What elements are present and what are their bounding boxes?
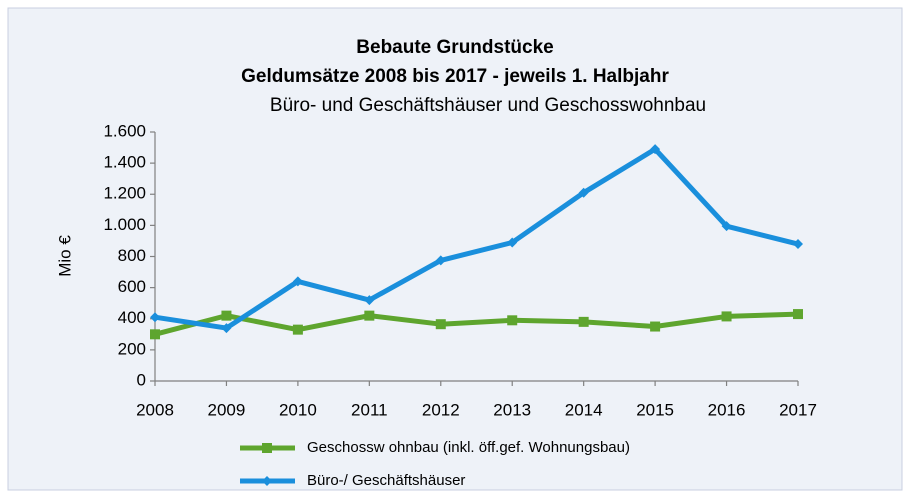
data-point	[793, 309, 803, 320]
x-tick-label: 2014	[565, 400, 603, 419]
x-tick-label: 2016	[708, 400, 746, 419]
y-tick-label: 0	[137, 370, 146, 389]
x-tick-label: 2012	[422, 400, 460, 419]
y-tick-label: 400	[118, 308, 146, 327]
x-tick-label: 2009	[208, 400, 246, 419]
data-point	[435, 319, 446, 330]
data-point	[578, 187, 589, 198]
legend-marker	[262, 443, 272, 453]
data-point	[292, 324, 303, 335]
chart-subtitle: Geldumsätze 2008 bis 2017 - jeweils 1. H…	[241, 66, 669, 87]
x-tick-label: 2010	[279, 400, 317, 419]
series-line	[154, 146, 799, 331]
legend-label: Büro-/ Geschäftshäuser	[307, 472, 465, 489]
x-tick-label: 2008	[136, 400, 174, 419]
x-tick-label: 2013	[493, 400, 531, 419]
data-point	[721, 221, 732, 232]
data-point	[364, 310, 375, 321]
y-tick-label: 1.200	[103, 184, 146, 203]
y-axis-label: Mio €	[55, 235, 74, 277]
chart-title: Bebaute Grundstücke	[356, 37, 553, 58]
y-tick-label: 1.000	[103, 215, 146, 234]
data-point	[507, 315, 518, 326]
data-point	[650, 321, 661, 332]
data-point	[793, 239, 803, 250]
data-point	[150, 312, 160, 323]
data-point	[578, 316, 589, 327]
y-tick-label: 800	[118, 246, 146, 265]
chart-background	[7, 7, 903, 491]
data-point	[292, 276, 303, 287]
data-point	[507, 237, 518, 248]
data-point	[721, 311, 732, 322]
x-tick-label: 2011	[351, 400, 388, 419]
x-tick-label: 2017	[779, 400, 817, 419]
legend-label: Geschossw ohnbau (inkl. öff.gef. Wohnung…	[307, 439, 630, 456]
x-tick-label: 2015	[636, 400, 674, 419]
data-point	[435, 255, 446, 266]
data-point	[221, 310, 232, 321]
y-tick-label: 1.400	[103, 153, 146, 172]
data-point	[364, 295, 375, 306]
y-tick-label: 1.600	[103, 121, 146, 140]
series-line	[154, 311, 799, 337]
chart-subtitle: Büro- und Geschäftshäuser und Geschosswo…	[270, 95, 706, 116]
y-tick-label: 600	[118, 277, 146, 296]
data-point	[650, 144, 661, 155]
data-point	[221, 323, 232, 334]
data-point	[150, 329, 160, 340]
legend-marker	[262, 476, 272, 486]
y-tick-label: 200	[118, 339, 146, 358]
